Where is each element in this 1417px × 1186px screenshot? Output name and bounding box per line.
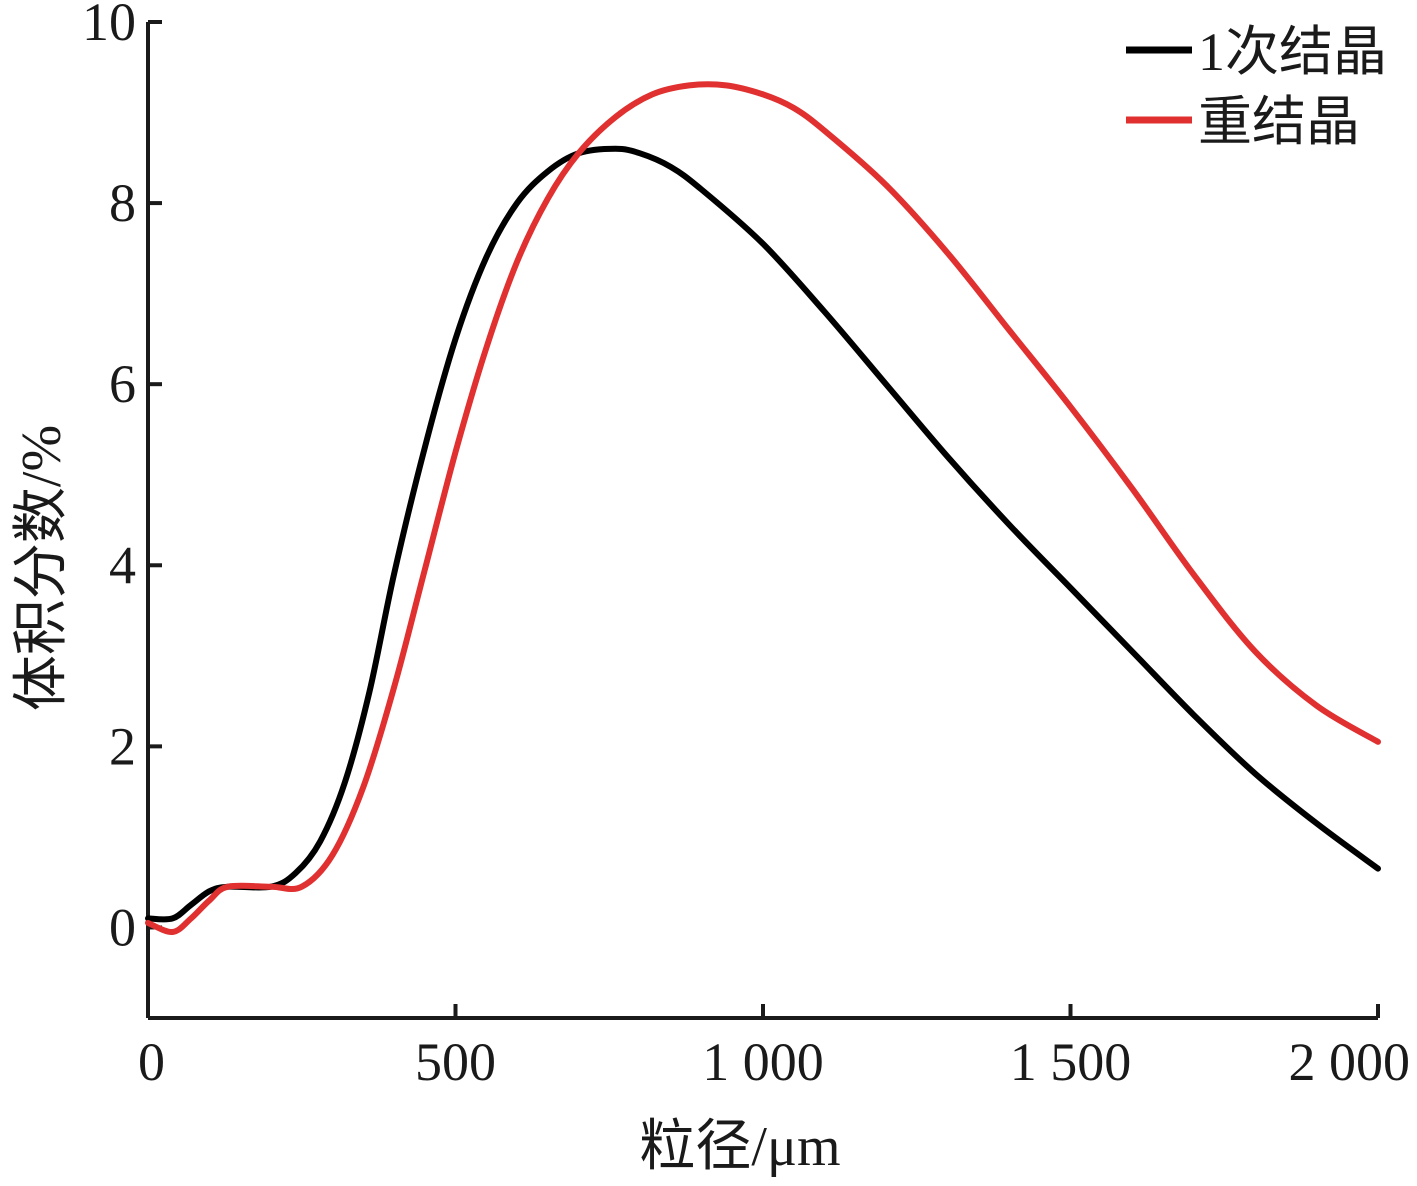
x-tick-label: 500 <box>415 1032 496 1092</box>
series-line-2 <box>145 81 1381 935</box>
y-tick-label: 0 <box>109 897 136 957</box>
x-tick-label: 0 <box>138 1032 165 1092</box>
series-line-1 <box>145 145 1381 923</box>
x-tick-label: 1 000 <box>702 1032 824 1092</box>
x-axis-title: 粒径/μm <box>639 1116 840 1178</box>
y-tick-label: 8 <box>109 173 136 233</box>
y-tick-label: 6 <box>109 354 136 414</box>
y-tick-label: 4 <box>109 535 136 595</box>
x-tick-label: 2 000 <box>1289 1032 1411 1092</box>
legend-label-1: 1次结晶 <box>1198 22 1387 82</box>
x-tick-label: 1 500 <box>1010 1032 1132 1092</box>
y-tick-label: 2 <box>109 716 136 776</box>
series-lines <box>145 81 1381 935</box>
y-axis-title: 体积分数/% <box>11 425 73 711</box>
axes: 0 2 4 6 8 10 0 500 1 000 1 500 2 000 <box>82 0 1410 1092</box>
legend-label-2: 重结晶 <box>1198 92 1360 152</box>
y-tick-label: 10 <box>82 0 136 52</box>
